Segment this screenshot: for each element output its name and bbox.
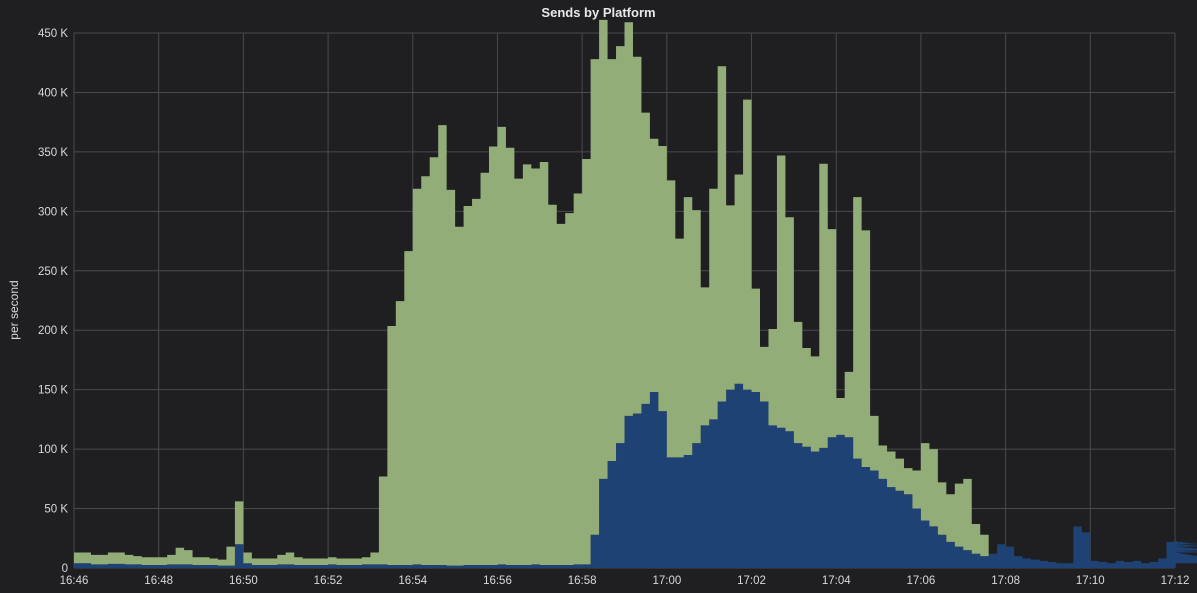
y-tick-label: 450 K [38,28,68,40]
x-tick-label: 16:52 [314,575,343,587]
x-tick-label: 17:00 [652,575,681,587]
y-tick-label: 150 K [38,385,68,397]
y-tick-label: 300 K [38,206,68,218]
series-area-3 [74,383,1197,568]
x-tick-label: 17:04 [822,575,851,587]
x-tick-label: 16:46 [60,575,89,587]
chart-title: Sends by Platform [541,5,656,20]
x-tick-label: 16:48 [144,575,173,587]
x-tick-label: 16:54 [398,575,427,587]
series-area-4 [74,19,1197,566]
x-tick-label: 17:12 [1161,575,1190,587]
x-tick-label: 17:10 [1076,575,1105,587]
x-tick-label: 16:58 [568,575,597,587]
y-tick-label: 350 K [38,147,68,159]
x-tick-label: 16:50 [229,575,258,587]
x-tick-label: 17:06 [907,575,936,587]
y-tick-label: 200 K [38,325,68,337]
y-tick-label: 400 K [38,87,68,99]
x-tick-label: 17:02 [737,575,766,587]
y-tick-label: 50 K [44,504,68,516]
axis-ticks: 0 50 K 100 K 150 K 200 K 250 K 300 K 350 K 400 K… [38,28,1189,587]
y-tick-label: 100 K [38,444,68,456]
x-tick-label: 16:56 [483,575,512,587]
y-tick-label: 0 [62,563,68,575]
series-areas [74,19,1197,568]
x-tick-label: 17:08 [991,575,1020,587]
y-tick-label: 250 K [38,266,68,278]
